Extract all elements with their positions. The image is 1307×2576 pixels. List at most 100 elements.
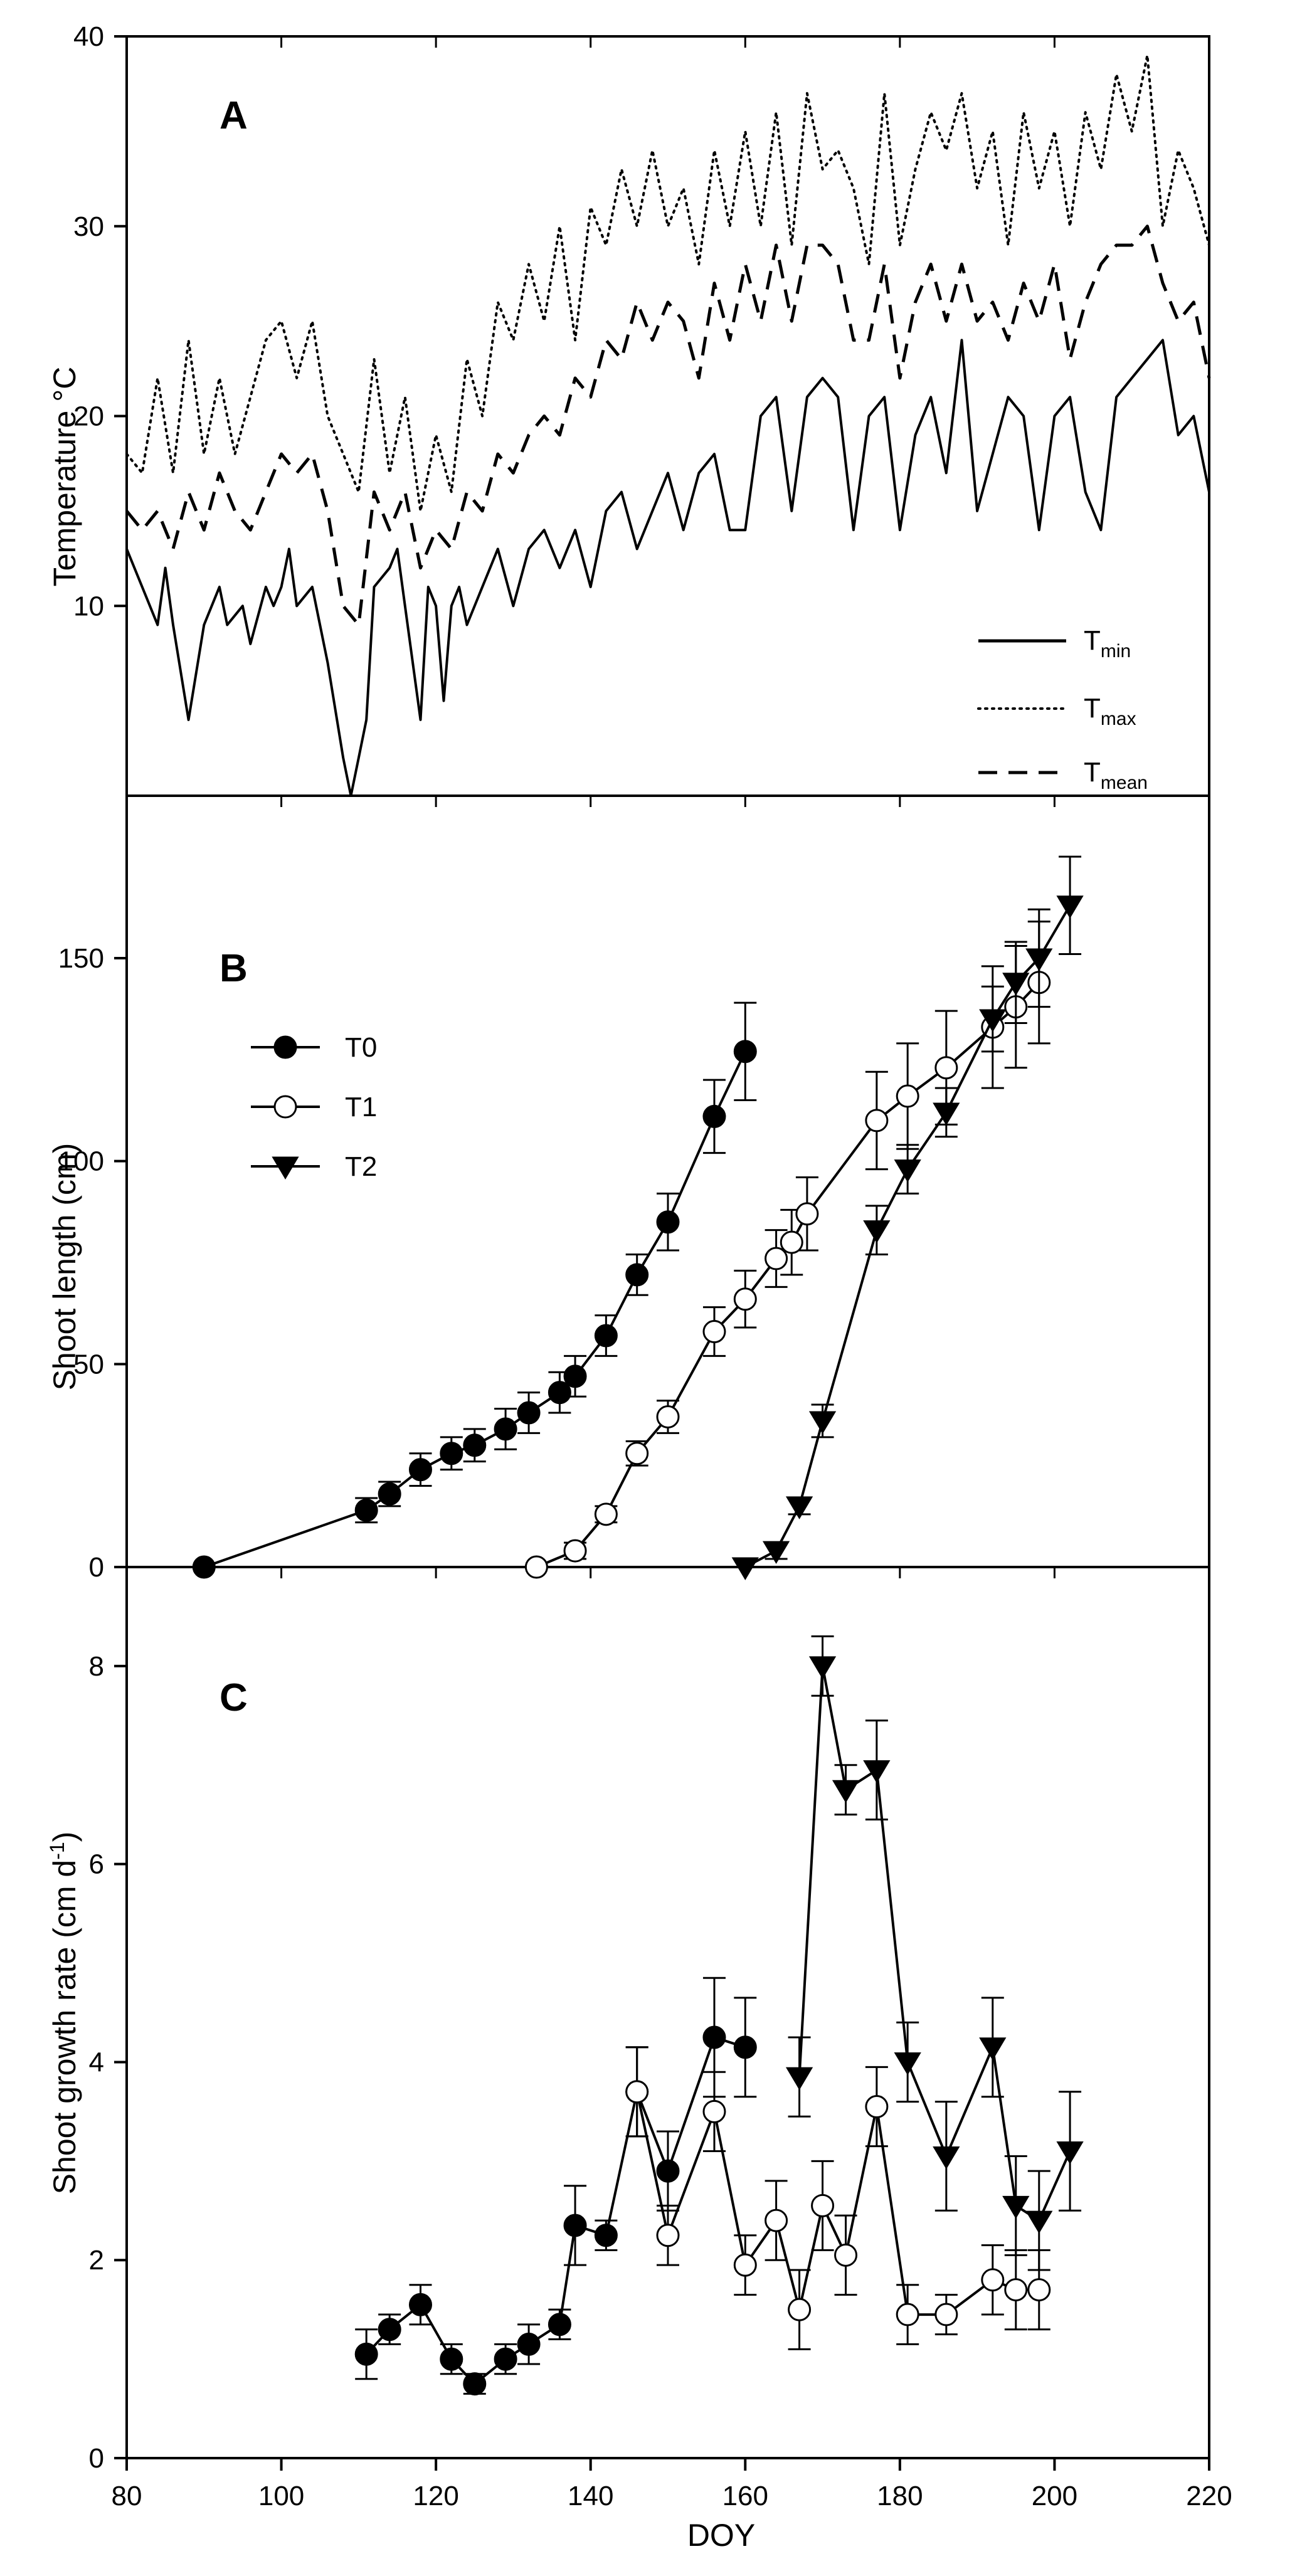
x-tick-label-80: 80 [112, 2481, 142, 2511]
y-tick-label-c-0: 0 [89, 2443, 104, 2474]
panel-b-t0-point [440, 1442, 463, 1465]
panel-c-t1-point [896, 2303, 919, 2326]
panel-c-t2-line [798, 1664, 1071, 2222]
plot-frame-c [125, 1566, 1210, 2459]
panel-c-t0-point [594, 2224, 618, 2247]
legend-a-tmean-main: T [1084, 757, 1101, 788]
panel-b-t1-point [625, 1442, 649, 1465]
y-tick-label-a-20: 20 [73, 401, 104, 432]
panel-c-t1-line [635, 2091, 1039, 2316]
panel-c-t1-point [865, 2094, 889, 2118]
panel-b-t2-point [863, 1220, 891, 1243]
panel-b-t2-point [1002, 973, 1030, 996]
panel-b-t2-point [894, 1159, 921, 1183]
y-tick-label-c-6: 6 [89, 1849, 104, 1880]
panel-b-t2-point [1056, 895, 1084, 919]
panel-c-t0-point [548, 2313, 571, 2336]
panel-c-t1-point [1027, 2278, 1051, 2302]
panel-c-t0-point [702, 2025, 726, 2049]
panel-c-t1-point [981, 2268, 1005, 2292]
panel-letter-b: B [220, 947, 248, 990]
panel-c-t0-point [354, 2342, 378, 2366]
panel-c-t0-point [494, 2347, 517, 2371]
legend-b-t0-label: T0 [345, 1032, 377, 1063]
panel-b-t0-point [378, 1482, 401, 1506]
panel-a-tmin-line [125, 339, 1210, 797]
panel-b-t1-point [780, 1230, 803, 1254]
panel-c-t0-point [563, 2214, 587, 2237]
legend-b: T0 T1 T2 [251, 1032, 377, 1182]
panel-b-t1-point [896, 1084, 919, 1108]
panel-c-t2-point [1002, 2195, 1030, 2219]
panel-c-t2-point [863, 1760, 891, 1783]
panel-c-t0-point [440, 2347, 463, 2371]
panel-b-t0-point [656, 1210, 680, 1234]
panel-b-t1-point [795, 1202, 819, 1226]
panel-a-tmax-line [125, 54, 1210, 512]
panel-c-t0-point [408, 2293, 432, 2316]
panel-b-t1-point [524, 1555, 548, 1579]
panel-c-t0-point [656, 2159, 680, 2183]
panel-b-t0-point [408, 1458, 432, 1482]
panel-c-t0-point [733, 2035, 757, 2059]
panel-c-t1-point [834, 2243, 858, 2267]
panel-b-t2-point [785, 1496, 813, 1519]
panel-c-t1-point [702, 2099, 726, 2123]
panel-b-t2-point [762, 1541, 790, 1565]
y-axis-title-c: Shoot growth rate (cm d-1) [46, 1832, 82, 2195]
x-tick-label-220: 220 [1186, 2481, 1232, 2511]
panel-c-t1-point [733, 2253, 757, 2277]
legend-a: Tmin Tmax Tmean [977, 625, 1148, 793]
y-tick-label-c-4: 4 [89, 2047, 104, 2077]
y-axis-title-a: Temperature °C [47, 367, 82, 587]
panel-b-t2-point [933, 1102, 960, 1126]
legend-a-tmin-label: Tmin [1084, 625, 1131, 662]
panel-c-t1-point [788, 2298, 812, 2321]
axis-ticks: 10 20 30 40 0 50 100 150 0 2 4 6 8 80 100 120 140 160 180 2… [58, 21, 1232, 2511]
panel-c-t1-point [625, 2080, 649, 2104]
panel-c-t0-point [517, 2332, 541, 2356]
y-axis-title-b: Shoot length (cm) [47, 1143, 82, 1391]
plot-frame-b [125, 794, 1210, 1568]
x-axis-title: DOY [687, 2518, 755, 2553]
panel-b-t1-point [594, 1502, 618, 1526]
panel-a-tmean-line [125, 224, 1211, 626]
panel-b-t0-point [702, 1104, 726, 1128]
panel-b-t1-point [934, 1056, 958, 1080]
panel-b-t0-point [354, 1498, 378, 1522]
legend-a-tmax-main: T [1084, 693, 1101, 724]
panel-c-t1-point [656, 2224, 680, 2247]
y-tick-label-c-8: 8 [89, 1651, 104, 1682]
panel-c-t1-point [1004, 2278, 1028, 2302]
panel-c-t2-point [979, 2037, 1007, 2061]
panel-c-t2-point [894, 2052, 921, 2076]
panel-b-t0-point [192, 1555, 216, 1579]
y-tick-label-b-150: 150 [58, 943, 104, 974]
y-tick-label-a-10: 10 [73, 591, 104, 621]
chart-marks [125, 54, 1211, 2396]
panel-b-t0-point [594, 1324, 618, 1348]
panel-c-t2-point [1056, 2141, 1084, 2165]
y-tick-label-b-0: 0 [89, 1552, 104, 1583]
panel-b-t1-point [865, 1109, 889, 1132]
x-tick-label-120: 120 [413, 2481, 458, 2511]
legend-a-tmin-sub: min [1101, 641, 1131, 662]
panel-b-t1-point [765, 1247, 788, 1270]
panel-b-t0-point [494, 1417, 517, 1441]
panel-b-t2-point [1025, 948, 1053, 971]
panel-c-t0-point [378, 2318, 401, 2341]
legend-a-tmax-label: Tmax [1084, 693, 1136, 729]
y-axis-title-c-sup: -1 [46, 1842, 68, 1859]
x-tick-label-200: 200 [1032, 2481, 1077, 2511]
panel-b-t0-point [563, 1365, 587, 1388]
legend-b-t1-marker [273, 1095, 297, 1119]
legend-b-t2-label: T2 [345, 1151, 377, 1182]
y-tick-label-c-2: 2 [89, 2245, 104, 2276]
x-tick-label-180: 180 [877, 2481, 923, 2511]
panel-c-t1-point [934, 2303, 958, 2326]
legend-a-tmean-sub: mean [1101, 773, 1148, 793]
panel-b-t1-point [656, 1405, 680, 1428]
panel-b-t0-point [517, 1401, 541, 1425]
y-tick-label-a-30: 30 [73, 211, 104, 242]
